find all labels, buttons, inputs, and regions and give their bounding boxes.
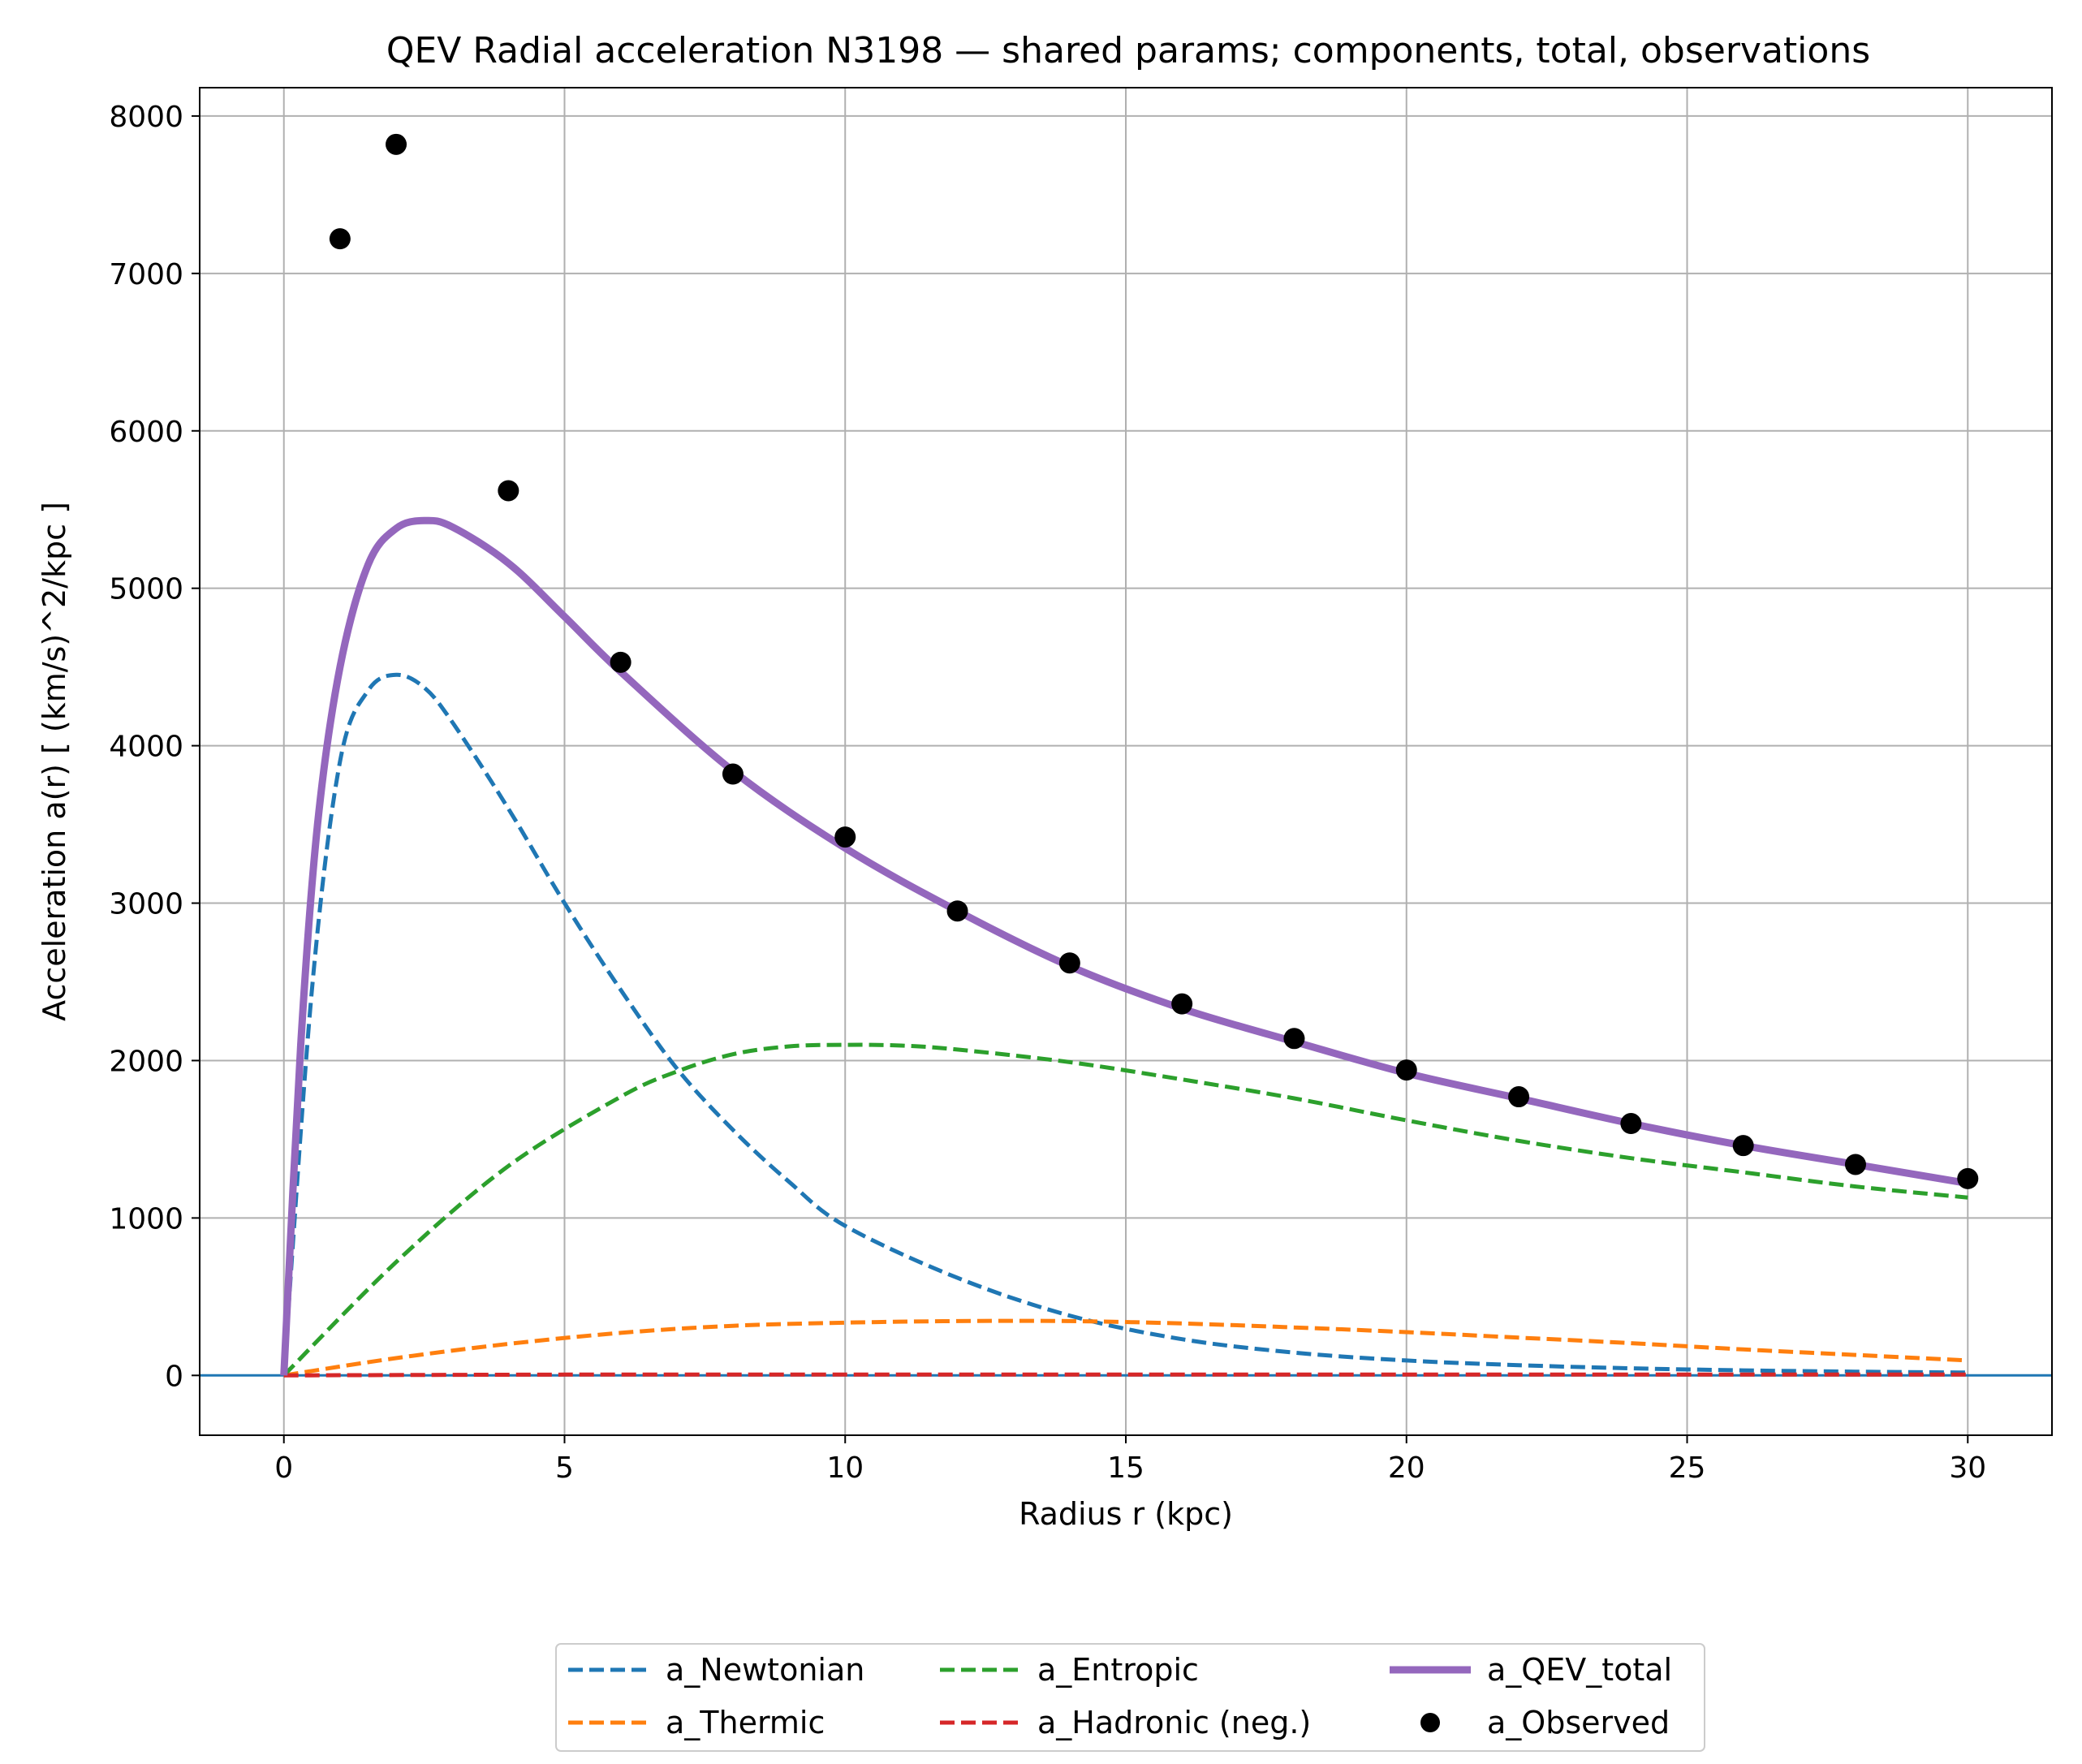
x-tick-label: 10: [826, 1451, 864, 1485]
observed-point: [1058, 952, 1080, 974]
series-line-a-newtonian: [282, 672, 1968, 1376]
observed-point: [1844, 1154, 1866, 1175]
observed-point: [1957, 1167, 1979, 1189]
grid: [200, 88, 2052, 1435]
y-tick-label: 6000: [109, 416, 183, 449]
observed-point: [1283, 1028, 1305, 1050]
legend-label: a_Thermic: [666, 1705, 825, 1740]
observed-point: [946, 900, 968, 922]
observed-point: [1508, 1086, 1530, 1108]
observed-point: [386, 133, 407, 155]
observed-point: [329, 228, 351, 250]
axis-ticks: 0 5 10 15 20 25 30 0 1000 2000 3000 4000 5000 6000 700…: [109, 101, 1986, 1485]
y-tick-label: 0: [165, 1360, 183, 1393]
observed-point: [722, 763, 744, 785]
legend-label: a_QEV_total: [1487, 1652, 1672, 1688]
legend-label: a_Observed: [1487, 1705, 1670, 1740]
x-tick-label: 0: [274, 1451, 293, 1485]
series-line-a-entropic: [282, 1042, 1968, 1378]
series-layer: [200, 133, 2052, 1378]
legend-label: a_Newtonian: [666, 1652, 864, 1688]
y-tick-label: 2000: [109, 1045, 183, 1078]
x-tick-label: 5: [555, 1451, 574, 1485]
observed-point: [610, 651, 631, 673]
y-tick-label: 8000: [109, 101, 183, 134]
y-tick-label: 4000: [109, 731, 183, 764]
observed-point: [1395, 1059, 1417, 1081]
legend: a_Newtonian a_Thermic a_Entropic a_Hadronic…: [555, 1643, 1705, 1752]
y-tick-label: 3000: [109, 888, 183, 921]
x-axis-label: Radius r (kpc): [1019, 1496, 1233, 1532]
x-tick-label: 15: [1107, 1451, 1144, 1485]
y-axis-label: Acceleration a(r) [ (km/s)^2/kpc ]: [37, 502, 72, 1021]
observed-point: [1620, 1113, 1642, 1135]
observed-point: [1732, 1135, 1754, 1157]
x-tick-label: 25: [1669, 1451, 1706, 1485]
x-tick-label: 30: [1949, 1451, 1986, 1485]
series-line-a-hadronic-neg: [283, 1372, 1968, 1378]
observed-point: [498, 480, 519, 502]
observed-point: [1171, 993, 1193, 1015]
y-tick-label: 1000: [109, 1202, 183, 1236]
legend-label: a_Entropic: [1037, 1652, 1199, 1688]
series-line-a-thermic: [283, 1318, 1968, 1378]
observed-point: [834, 826, 856, 848]
chart-title: QEV Radial acceleration N3198 — shared p…: [386, 30, 1870, 71]
y-tick-label: 7000: [109, 258, 183, 291]
legend-label: a_Hadronic (neg.): [1037, 1705, 1311, 1740]
legend-marker: [1420, 1713, 1440, 1732]
x-tick-label: 20: [1388, 1451, 1425, 1485]
y-tick-label: 5000: [109, 573, 183, 606]
